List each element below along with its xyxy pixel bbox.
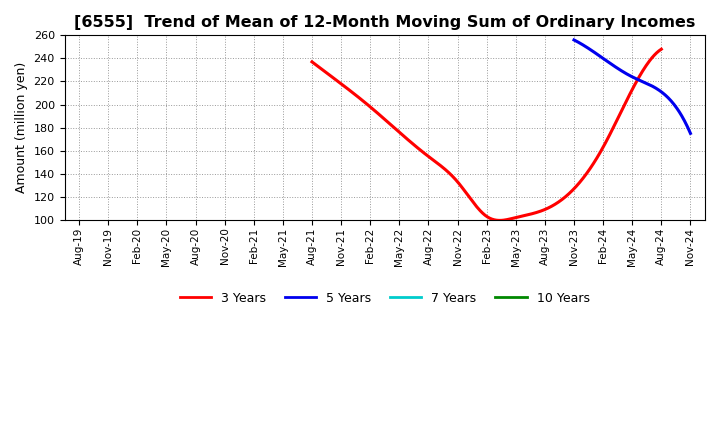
Legend: 3 Years, 5 Years, 7 Years, 10 Years: 3 Years, 5 Years, 7 Years, 10 Years <box>175 286 595 310</box>
Y-axis label: Amount (million yen): Amount (million yen) <box>15 62 28 193</box>
Title: [6555]  Trend of Mean of 12-Month Moving Sum of Ordinary Incomes: [6555] Trend of Mean of 12-Month Moving … <box>74 15 696 30</box>
